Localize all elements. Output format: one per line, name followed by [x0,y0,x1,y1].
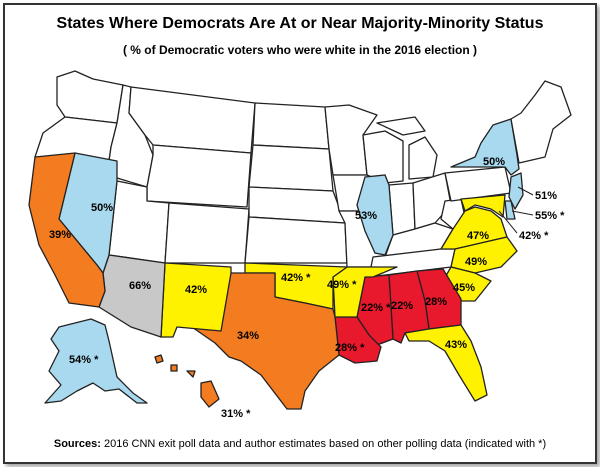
label-south-carolina: 45% [453,282,475,294]
map-subtitle: ( % of Democratic voters who were white … [122,43,478,57]
source-text: 2016 CNN exit poll data and author estim… [104,438,547,450]
state-hawaii [154,354,220,408]
label-virginia: 47% [467,230,489,242]
state-arizona [98,254,166,338]
map-title: States Where Democrats Are At or Near Ma… [56,15,544,32]
label-maryland: 42% * [519,230,549,242]
label-oklahoma: 42% * [281,272,311,284]
source-label: Sources: [53,438,101,450]
label-alabama: 22% [391,300,413,312]
state-new-jersey [508,172,524,210]
label-hawaii: 31% * [221,408,251,420]
state-kansas [244,216,348,264]
state-illinois [356,174,394,256]
state-texas [188,272,340,410]
pointer-delaware [511,210,534,216]
state-washington [56,70,124,124]
label-new-york: 50% [483,156,505,168]
label-louisiana: 28% * [335,342,365,354]
label-illinois-top: 53% [355,210,377,222]
label-florida: 43% [445,339,467,351]
state-new-mexico [160,262,232,338]
label-north-carolina: 49% [465,256,487,268]
source-note: Sources: 2016 CNN exit poll data and aut… [5,438,595,450]
state-new-england [510,80,572,164]
state-south-dakota [248,144,334,192]
state-delaware [504,200,516,220]
state-north-dakota [252,102,330,150]
state-colorado [164,202,250,264]
state-alaska [44,318,148,404]
pointer-maryland [498,210,518,234]
state-florida [404,324,488,402]
map-figure: States Where Democrats Are At or Near Ma… [3,3,597,464]
label-new-mexico: 42% [185,284,207,296]
label-mississippi: 22% * [361,302,391,314]
label-delaware: 55% * [535,210,565,222]
label-arkansas: 49% * [327,279,357,291]
label-arizona: 66% [129,280,151,292]
state-wyoming [146,144,252,208]
label-nevada: 50% [91,202,113,214]
label-alaska: 54% * [69,354,99,366]
state-michigan [376,116,438,180]
state-virginia [440,206,508,250]
label-texas: 34% [237,330,259,342]
label-new-jersey: 51% [535,190,557,202]
label-georgia: 28% [425,296,447,308]
us-map: 39% 50% 66% 42% 34% 42% * 49% * 28% * 22… [28,70,572,420]
label-california: 39% [49,229,71,241]
state-louisiana [334,316,382,364]
pointer-new-jersey [517,186,534,196]
state-wisconsin [362,130,404,184]
state-california [28,152,106,308]
